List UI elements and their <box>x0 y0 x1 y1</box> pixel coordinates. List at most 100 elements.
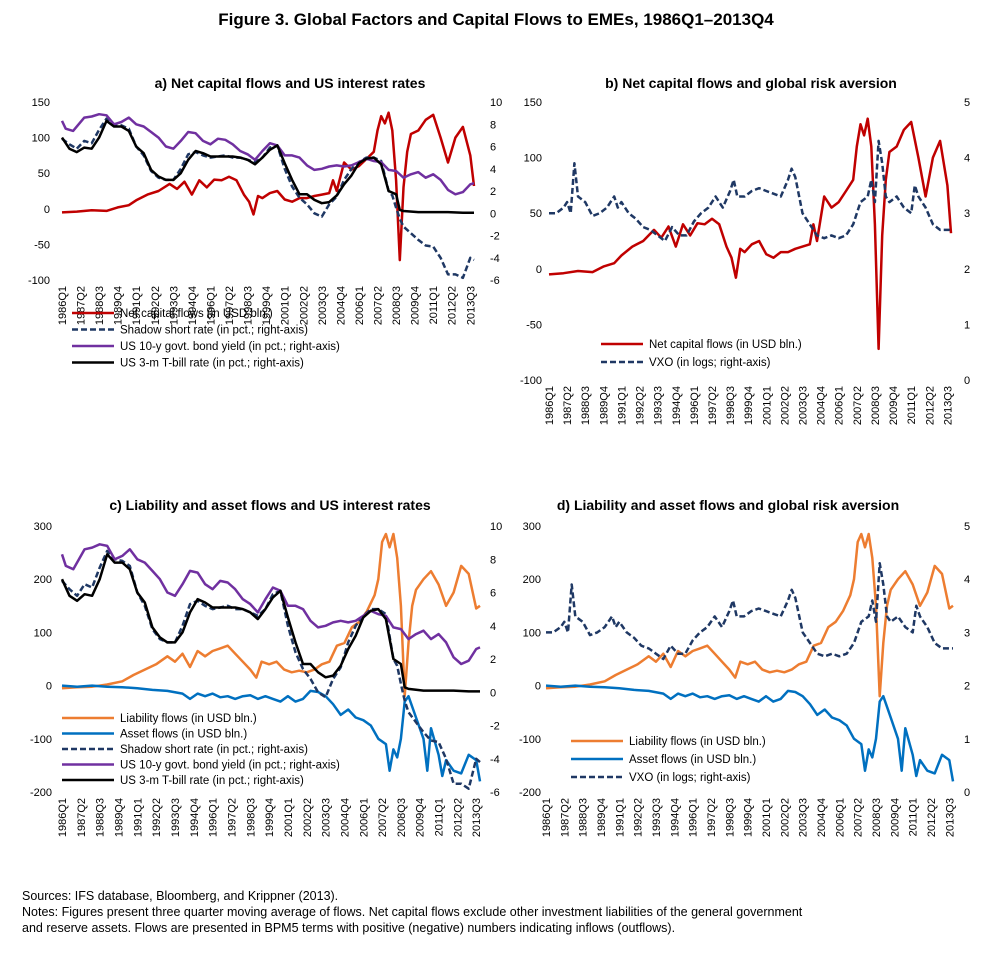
y-right-tick-label: 3 <box>964 208 970 220</box>
y-left-tick-label: -100 <box>28 275 50 287</box>
series-line-liability <box>61 532 481 698</box>
y-right-tick-label: -6 <box>490 275 500 287</box>
x-tick-label: 2009Q4 <box>410 286 422 325</box>
x-tick-label: 2011Q1 <box>434 798 446 836</box>
x-tick-label: 2012Q2 <box>447 286 459 325</box>
x-tick-label: 1989Q4 <box>598 386 610 425</box>
y-right-tick-label: 0 <box>490 687 496 699</box>
x-tick-label: 1999Q4 <box>743 798 755 837</box>
x-tick-label: 1991Q1 <box>614 798 626 837</box>
y-right-tick-label: 0 <box>964 787 970 799</box>
series-line-net <box>548 117 953 351</box>
x-tick-label: 1988Q3 <box>95 798 107 837</box>
y-left-tick-label: 200 <box>523 574 541 586</box>
x-tick-label: 1986Q1 <box>57 286 69 325</box>
notes-line-1: Notes: Figures present three quarter mov… <box>22 905 803 919</box>
x-tick-label: 2013Q3 <box>942 386 954 425</box>
panel-title: a) Net capital flows and US interest rat… <box>155 75 426 91</box>
legend-label: Shadow short rate (in pct.; right-axis) <box>120 325 308 337</box>
x-tick-label: 2007Q2 <box>853 798 865 837</box>
y-left-tick-label: -100 <box>519 734 541 746</box>
series-line-liability <box>545 532 954 698</box>
x-tick-label: 1991Q1 <box>131 286 143 325</box>
chart-panel-b: b) Net capital flows and global risk ave… <box>520 75 970 425</box>
x-tick-label: 1998Q3 <box>245 798 257 837</box>
legend-label: Net capital flows (in USD bln.) <box>649 339 802 351</box>
y-right-tick-label: 10 <box>490 521 502 533</box>
x-tick-label: 1992Q2 <box>150 286 162 325</box>
x-tick-label: 2012Q2 <box>926 798 938 837</box>
y-left-tick-label: 100 <box>523 627 541 639</box>
legend-label: Asset flows (in USD bln.) <box>629 754 756 766</box>
notes-line-2: and reserve assets. Flows are presented … <box>22 921 676 935</box>
x-tick-label: 1994Q4 <box>189 798 201 837</box>
x-tick-label: 2006Q1 <box>354 286 366 325</box>
y-left-tick-label: 150 <box>32 97 50 109</box>
x-tick-label: 1992Q2 <box>151 798 163 837</box>
x-tick-label: 1986Q1 <box>541 798 553 837</box>
y-right-tick-label: -2 <box>490 721 500 733</box>
y-right-tick-label: 4 <box>490 621 496 633</box>
series-line-bond <box>60 112 475 196</box>
y-left-tick-label: -50 <box>526 319 542 331</box>
x-tick-label: 2006Q1 <box>358 798 370 837</box>
y-right-tick-label: 0 <box>490 208 496 220</box>
y-right-tick-label: 5 <box>964 97 970 109</box>
x-tick-label: 1992Q2 <box>635 386 647 425</box>
x-tick-label: 1989Q4 <box>113 798 125 837</box>
series-line-vxo <box>546 561 953 661</box>
x-tick-label: 2013Q3 <box>471 798 483 837</box>
y-left-tick-label: -100 <box>520 375 542 387</box>
x-tick-label: 2008Q3 <box>870 386 882 425</box>
x-tick-label: 2003Q3 <box>798 798 810 837</box>
y-left-tick-label: 100 <box>32 133 50 145</box>
legend-label: Liability flows (in USD bln.) <box>629 736 766 748</box>
y-right-tick-label: -2 <box>490 231 500 243</box>
legend-label: VXO (in logs; right-axis) <box>629 772 751 784</box>
x-tick-label: 2011Q1 <box>908 798 920 836</box>
y-left-tick-label: 0 <box>46 681 52 693</box>
legend-label: VXO (in logs; right-axis) <box>649 357 771 369</box>
x-tick-label: 1988Q3 <box>580 386 592 425</box>
y-right-tick-label: 4 <box>964 153 970 165</box>
chart-panel-d: d) Liability and asset flows and global … <box>519 497 970 837</box>
x-tick-label: 1988Q3 <box>94 286 106 325</box>
x-tick-label: 1999Q4 <box>264 798 276 837</box>
y-right-tick-label: 8 <box>490 119 496 131</box>
x-tick-label: 1997Q2 <box>707 386 719 425</box>
legend-label: Liability flows (in USD bln.) <box>120 713 257 725</box>
x-tick-label: 2012Q2 <box>452 798 464 837</box>
series-line-vxo <box>549 139 951 243</box>
x-tick-label: 2011Q1 <box>906 386 918 424</box>
y-left-tick-label: -200 <box>30 787 52 799</box>
x-tick-label: 1986Q1 <box>57 798 69 837</box>
y-right-tick-label: 6 <box>490 142 496 154</box>
x-tick-label: 2007Q2 <box>377 798 389 837</box>
y-right-tick-label: 1 <box>964 734 970 746</box>
x-tick-label: 1997Q2 <box>226 798 238 837</box>
chart-panel-c: c) Liability and asset flows and US inte… <box>30 497 502 837</box>
y-right-tick-label: -4 <box>490 253 500 265</box>
x-tick-label: 1993Q3 <box>653 386 665 425</box>
x-tick-label: 2008Q3 <box>391 286 403 325</box>
x-tick-label: 2004Q4 <box>339 798 351 837</box>
x-tick-label: 2004Q4 <box>816 798 828 837</box>
x-tick-label: 1998Q3 <box>724 798 736 837</box>
y-left-tick-label: 0 <box>44 204 50 216</box>
x-tick-label: 1993Q3 <box>168 286 180 325</box>
x-tick-label: 1992Q2 <box>633 798 645 837</box>
y-right-tick-label: 2 <box>964 264 970 276</box>
x-tick-label: 1987Q2 <box>76 798 88 837</box>
x-tick-label: 2011Q1 <box>428 286 440 324</box>
x-tick-label: 1996Q1 <box>688 798 700 837</box>
sources-text: Sources: IFS database, Bloomberg, and Kr… <box>22 889 339 903</box>
panel-title: c) Liability and asset flows and US inte… <box>109 497 431 513</box>
series-line-tbill <box>60 553 480 693</box>
legend-label: US 3-m T-bill rate (in pct.; right-axis) <box>120 775 304 787</box>
y-right-tick-label: 0 <box>964 375 970 387</box>
panel-title: b) Net capital flows and global risk ave… <box>605 75 897 91</box>
y-right-tick-label: 3 <box>964 627 970 639</box>
y-left-tick-label: 50 <box>38 168 50 180</box>
series-line-asset <box>545 684 955 782</box>
y-left-tick-label: 0 <box>536 264 542 276</box>
